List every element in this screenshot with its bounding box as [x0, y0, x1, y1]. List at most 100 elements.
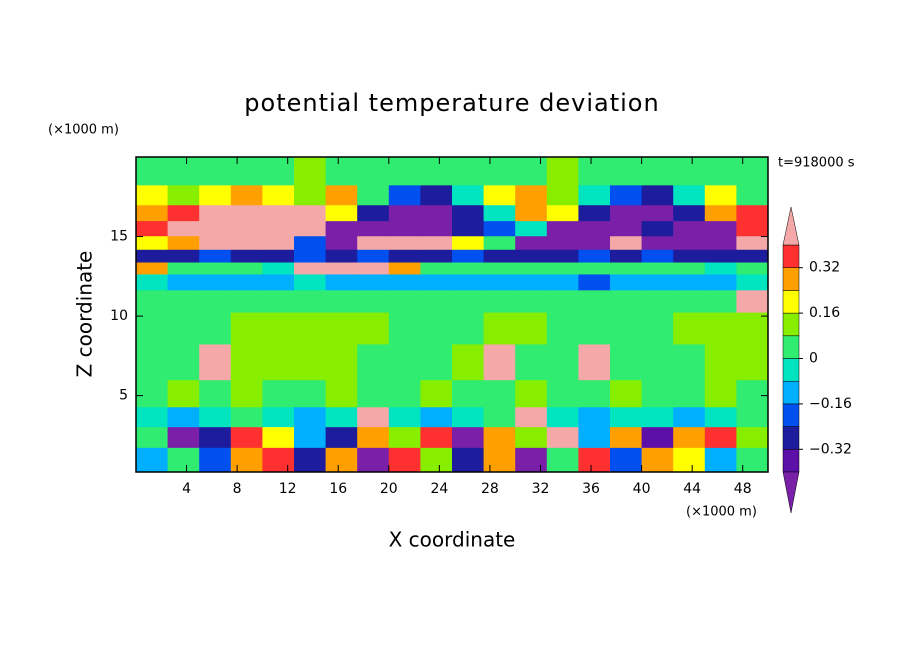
contour-cell: [388, 220, 421, 237]
contour-cell: [452, 157, 485, 186]
contour-cell: [136, 220, 169, 237]
contour-cell: [610, 289, 643, 313]
contour-cell: [167, 262, 200, 275]
contour-cell: [388, 343, 421, 381]
contour-cell: [641, 379, 674, 408]
contour-cell: [262, 447, 295, 473]
contour-cell: [673, 235, 706, 250]
contour-cell: [483, 343, 516, 381]
contour-cell: [325, 235, 358, 250]
contour-cell: [704, 273, 737, 291]
contour-cell: [673, 249, 706, 263]
contour-cell: [452, 343, 485, 381]
x-tick-label: 20: [380, 481, 398, 497]
contour-cell: [199, 273, 232, 291]
contour-cell: [736, 220, 769, 237]
contour-cell: [736, 379, 769, 408]
contour-cell: [136, 204, 169, 222]
contour-cell: [325, 249, 358, 263]
contour-cell: [610, 157, 643, 186]
contour-cell: [262, 379, 295, 408]
contour-cell: [294, 406, 327, 428]
contour-cell: [736, 343, 769, 381]
contour-cell: [294, 235, 327, 250]
contour-cell: [262, 289, 295, 313]
contour-cell: [736, 157, 769, 186]
contour-cell: [578, 273, 611, 291]
contour-cell: [641, 249, 674, 263]
contour-cell: [673, 184, 706, 206]
contour-cell: [325, 220, 358, 237]
contour-cell: [136, 406, 169, 428]
contour-cell: [515, 184, 548, 206]
x-tick-label: 24: [430, 481, 448, 497]
contour-cell: [704, 235, 737, 250]
contour-cell: [546, 204, 579, 222]
contour-cell: [578, 157, 611, 186]
contour-cell: [388, 406, 421, 428]
contour-cell: [230, 235, 263, 250]
contour-cell: [420, 204, 453, 222]
contour-cell: [325, 262, 358, 275]
contour-cell: [420, 406, 453, 428]
contour-cell: [578, 220, 611, 237]
contour-cell: [704, 406, 737, 428]
contour-cell: [546, 249, 579, 263]
contour-cell: [420, 220, 453, 237]
contour-cell: [515, 235, 548, 250]
contour-cell: [546, 379, 579, 408]
contour-cell: [230, 220, 263, 237]
x-tick-label: 32: [532, 481, 550, 497]
colorbar-tick-label: 0.32: [809, 260, 840, 276]
contour-cell: [325, 273, 358, 291]
contour-cell: [641, 343, 674, 381]
x-tick-label: 36: [582, 481, 600, 497]
contour-cell: [483, 379, 516, 408]
contour-cell: [610, 204, 643, 222]
contour-cell: [546, 289, 579, 313]
contour-cell: [704, 343, 737, 381]
contour-cell: [167, 235, 200, 250]
colorbar-box: [782, 267, 800, 291]
contour-cell: [578, 204, 611, 222]
contour-cell: [357, 235, 390, 250]
plot-frame: [135, 156, 769, 473]
colorbar-box: [782, 312, 800, 337]
x-tick-label: 12: [279, 481, 297, 497]
contour-cell: [357, 343, 390, 381]
x-tick-label: 44: [683, 481, 701, 497]
contour-cell: [262, 273, 295, 291]
contour-cell: [388, 426, 421, 448]
contour-cell: [515, 273, 548, 291]
contour-cell: [515, 289, 548, 313]
contour-cell: [136, 157, 169, 186]
contour-cell: [420, 157, 453, 186]
contour-cell: [167, 343, 200, 381]
contour-cell: [262, 235, 295, 250]
contour-cell: [578, 312, 611, 345]
contour-cell: [673, 343, 706, 381]
contour-cell: [452, 289, 485, 313]
contour-cell: [420, 184, 453, 206]
contour-cell: [546, 406, 579, 428]
contour-cell: [167, 184, 200, 206]
contour-cell: [262, 312, 295, 345]
contour-cell: [136, 249, 169, 263]
contour-cell: [357, 379, 390, 408]
contour-cell: [420, 379, 453, 408]
contour-cell: [736, 406, 769, 428]
contour-cell: [546, 235, 579, 250]
contour-cell: [199, 157, 232, 186]
contour-cell: [420, 249, 453, 263]
contour-cell: [641, 220, 674, 237]
contour-cell: [388, 184, 421, 206]
contour-cell: [452, 406, 485, 428]
contour-cell: [230, 204, 263, 222]
contour-cell: [704, 379, 737, 408]
contour-cell: [167, 249, 200, 263]
contour-cell: [262, 184, 295, 206]
colorbar-tick-label: −0.16: [809, 396, 852, 412]
contour-cell: [136, 235, 169, 250]
contour-cell: [483, 157, 516, 186]
